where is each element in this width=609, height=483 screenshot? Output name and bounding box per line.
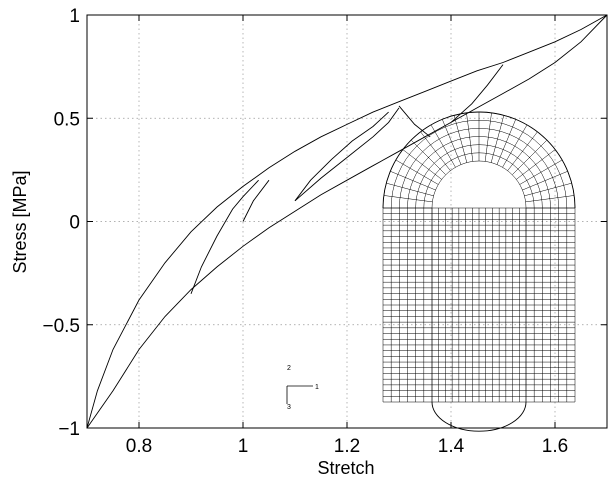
y-axis-label: Stress [MPa] [10, 170, 30, 273]
mesh-radial-line [525, 195, 575, 203]
grid [87, 14, 607, 429]
mesh-radial-line [383, 195, 433, 203]
y-tick-label: 0 [69, 213, 80, 234]
series-line [450, 64, 504, 123]
mesh-radial-line [386, 182, 434, 197]
series-line [86, 14, 608, 429]
mesh-radial-line [507, 131, 538, 171]
series-line [242, 179, 270, 222]
series-line [398, 105, 431, 138]
mesh-radial-line [524, 182, 572, 197]
y-tick-label: 0.5 [54, 109, 80, 130]
axis-triad: 2 1 3 [286, 365, 319, 411]
tick-marks [87, 14, 607, 429]
mesh-radial-line [484, 112, 492, 162]
x-axis-label: Stretch [317, 458, 374, 478]
mesh-radial-line [466, 112, 474, 162]
series-line [294, 107, 400, 202]
x-tick-label: 1.2 [334, 436, 360, 457]
x-tick-label: 1.4 [438, 436, 465, 457]
mesh-radial-line [516, 149, 556, 180]
mesh-radial-line [519, 159, 563, 185]
x-tick-label: 1 [238, 436, 249, 457]
x-tick-label: 0.8 [126, 436, 152, 457]
series-lines [86, 14, 608, 429]
series-line [190, 179, 259, 294]
mesh-radial-line [410, 139, 446, 175]
y-tick-label: −0.5 [42, 316, 80, 337]
mesh-radial-line [453, 115, 468, 163]
x-tick-label: 1.6 [542, 436, 568, 457]
mesh-radial-line [442, 119, 462, 165]
tick-labels: 0.8 1 1.2 1.4 1.6 −1 −0.5 0 0.5 1 [42, 6, 568, 457]
mesh-bottom-arch [431, 401, 527, 432]
mesh-radial-line [522, 171, 568, 191]
mesh-radial-line [420, 131, 451, 171]
mesh-inset [382, 111, 576, 432]
mesh-arc [431, 160, 527, 209]
mesh-radial-line [402, 149, 442, 180]
mesh-outer-outline [382, 111, 576, 209]
mesh-radial-line [490, 115, 505, 163]
y-tick-label: 1 [69, 6, 80, 27]
triad-label-2: 2 [287, 365, 291, 372]
mesh-radial-line [395, 159, 439, 185]
triad-label-1: 1 [315, 384, 319, 391]
mesh-radial-line [390, 171, 436, 191]
mesh-radial-line [502, 124, 528, 168]
y-tick-label: −1 [58, 419, 80, 440]
series-line [86, 14, 608, 429]
series-line [294, 111, 389, 202]
mesh-radial-line [496, 119, 516, 165]
mesh-radial-line [430, 124, 456, 168]
triad-label-3: 3 [287, 404, 291, 411]
mesh-radial-line [512, 139, 548, 175]
